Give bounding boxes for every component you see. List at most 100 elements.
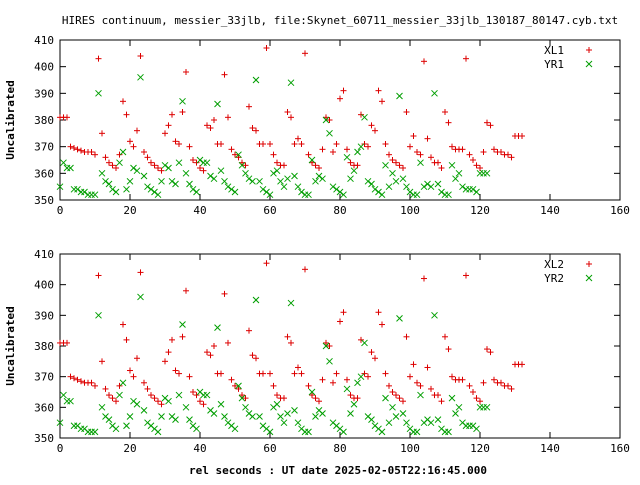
data-point — [396, 315, 403, 322]
data-point — [361, 339, 368, 347]
data-point — [158, 413, 165, 420]
data-point — [172, 367, 179, 374]
data-point — [322, 342, 330, 350]
data-point — [364, 177, 372, 185]
data-point — [459, 183, 466, 191]
data-point — [302, 266, 308, 273]
data-point — [102, 385, 109, 392]
data-point — [438, 398, 445, 405]
data-point — [169, 336, 175, 343]
data-point — [477, 165, 483, 171]
data-point — [392, 177, 400, 185]
data-point — [154, 428, 162, 436]
data-point — [95, 89, 102, 97]
chart-title: HIRES continuum, messier_33jlb, file:Sky… — [62, 14, 618, 27]
data-point — [218, 370, 224, 377]
data-point — [144, 183, 151, 191]
data-point — [112, 425, 120, 433]
plot-panel-bottom: 0 20 40 60 80 100 120 140 160 350 360 370 380 390 400 4… — [4, 248, 630, 455]
data-point — [182, 403, 190, 411]
data-point — [151, 162, 158, 169]
data-point — [414, 149, 420, 155]
data-point — [225, 114, 231, 121]
data-point — [116, 151, 123, 158]
data-point — [137, 293, 144, 301]
data-point — [210, 175, 218, 183]
data-point — [74, 185, 81, 193]
data-point — [434, 180, 442, 188]
data-point — [417, 159, 424, 167]
data-point — [326, 343, 333, 349]
data-point — [151, 188, 158, 196]
data-point — [396, 92, 403, 100]
data-point — [498, 379, 504, 386]
data-point — [207, 352, 214, 359]
data-point — [484, 346, 490, 353]
data-point — [421, 275, 427, 282]
data-point — [399, 175, 407, 183]
y-tick-label: 390 — [34, 309, 54, 322]
data-point — [343, 153, 351, 161]
data-point — [330, 149, 336, 155]
data-point — [148, 392, 154, 399]
data-point — [88, 379, 95, 386]
data-point — [169, 111, 175, 118]
data-point — [315, 172, 323, 180]
data-point — [74, 376, 81, 383]
data-point — [350, 400, 358, 408]
data-point — [295, 364, 301, 371]
data-point — [273, 167, 281, 175]
y-tick-label: 410 — [34, 248, 54, 261]
data-point — [312, 395, 319, 402]
data-point — [203, 391, 211, 399]
data-point — [127, 367, 133, 374]
data-point — [109, 162, 116, 169]
data-point — [176, 141, 182, 147]
data-point — [375, 188, 382, 196]
legend-marker — [585, 274, 593, 282]
data-point — [71, 375, 77, 382]
data-point — [277, 413, 284, 420]
data-point — [106, 392, 112, 399]
data-point — [287, 299, 295, 307]
data-point — [308, 156, 316, 164]
data-point — [105, 180, 113, 188]
data-point — [399, 410, 407, 417]
data-point — [137, 269, 144, 276]
data-point — [95, 55, 102, 62]
data-point — [312, 162, 319, 169]
data-point — [95, 272, 102, 279]
data-point — [469, 185, 477, 193]
data-point — [140, 407, 148, 414]
x-tick-label: 140 — [540, 442, 560, 455]
legend-marker — [586, 47, 592, 53]
data-point — [319, 175, 326, 183]
x-axis-label: rel seconds : UT date 2025-02-05T22:16:4… — [189, 464, 487, 477]
data-point — [238, 394, 246, 402]
data-point — [105, 416, 113, 423]
data-point — [190, 157, 196, 163]
data-point — [333, 370, 340, 377]
data-point — [78, 378, 84, 385]
data-point — [60, 159, 67, 167]
legend-label: XL1 — [544, 44, 564, 57]
y-tick-label: 380 — [34, 114, 54, 127]
data-point — [448, 394, 456, 402]
data-point — [98, 403, 106, 411]
data-point — [400, 398, 406, 405]
data-point — [239, 392, 245, 399]
data-point — [270, 151, 277, 158]
data-point — [162, 358, 168, 365]
data-point — [343, 385, 351, 393]
x-tick-label: 120 — [470, 204, 490, 217]
data-point — [449, 143, 455, 150]
data-point — [361, 141, 368, 147]
data-point — [407, 373, 413, 380]
data-point — [316, 398, 322, 405]
data-point — [455, 403, 463, 411]
data-point — [224, 183, 232, 191]
data-point — [438, 188, 445, 196]
y-axis-label: Uncalibrated — [4, 306, 17, 385]
data-point — [393, 159, 399, 166]
x-tick-label: 120 — [470, 442, 490, 455]
